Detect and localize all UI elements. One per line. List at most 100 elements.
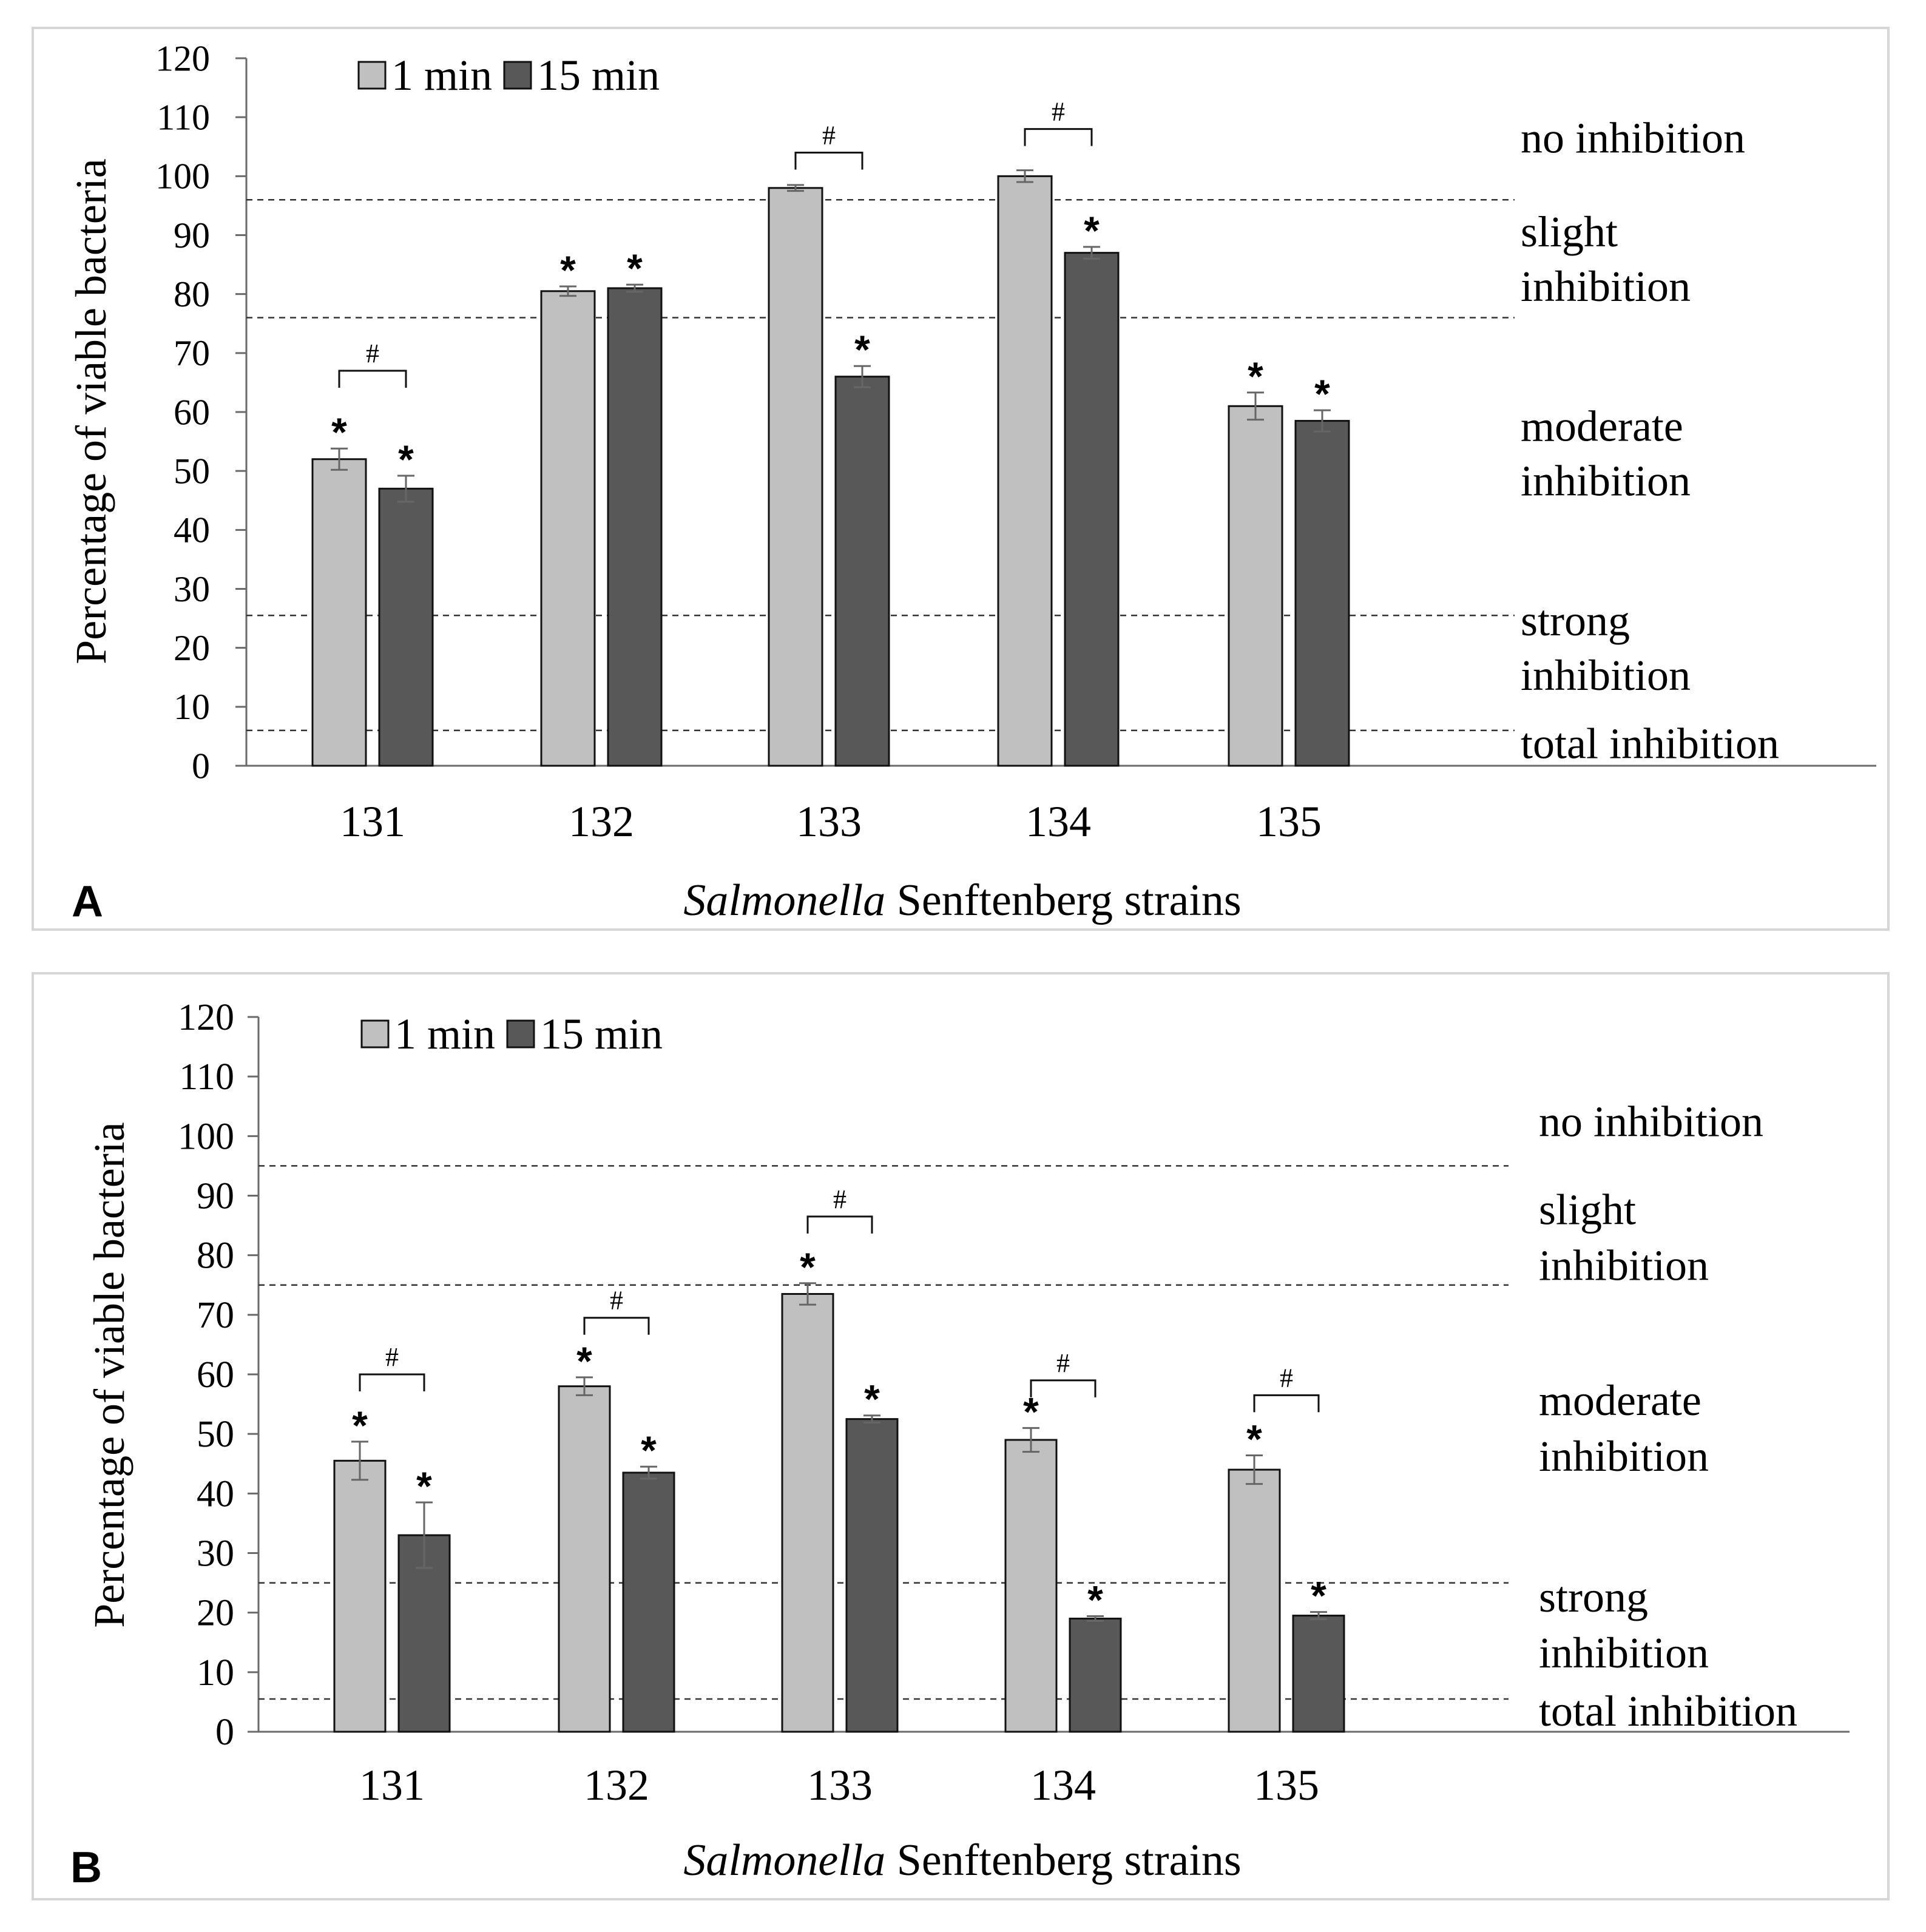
bracket-hash-label: #	[1052, 97, 1065, 127]
bar-15min-135	[1292, 1615, 1345, 1733]
zone-label: inhibition	[1539, 1432, 1709, 1481]
significance-star: *	[416, 1464, 432, 1508]
y-tick-label: 30	[197, 1533, 234, 1575]
x-tick-label: 135	[1254, 1761, 1319, 1809]
zone-label: no inhibition	[1521, 114, 1745, 163]
x-tick-label: 132	[569, 797, 634, 846]
zone-label: inhibition	[1521, 651, 1691, 700]
panel-label: B	[70, 1843, 102, 1892]
y-axis-label: Percentage of viable bacteria	[85, 1122, 133, 1628]
y-tick-label: 20	[174, 628, 210, 668]
significance-bracket	[1024, 128, 1093, 146]
zone-label: total inhibition	[1521, 720, 1779, 768]
x-tick-label: 135	[1256, 797, 1322, 846]
bar-15min-135	[1294, 420, 1350, 767]
bar-1min-135	[1228, 1468, 1281, 1733]
chart-b-svg: 0 10 20 30 40 50 60 70 80 90 100 110 120 Percentage o…	[70, 997, 1850, 1892]
x-axis-label-rest: Senftenberg strains	[885, 876, 1241, 925]
x-tick-label: 134	[1026, 797, 1091, 846]
significance-bracket	[583, 1317, 650, 1335]
bracket-hash-label: #	[366, 339, 379, 368]
y-tick-label: 40	[174, 510, 210, 550]
significance-bracket	[806, 1215, 873, 1234]
significance-bracket	[1253, 1394, 1320, 1413]
significance-star: *	[398, 437, 414, 482]
y-tick-label: 80	[174, 274, 210, 314]
significance-star: *	[641, 1428, 657, 1473]
bracket-hash-label: #	[1280, 1363, 1293, 1393]
y-tick-label: 40	[197, 1473, 234, 1515]
x-axis-label: Salmonella Senftenberg strains	[683, 1836, 1241, 1885]
x-axis-label: Salmonella Senftenberg strains	[683, 876, 1241, 925]
bracket-hash-label: #	[822, 120, 836, 150]
significance-star: *	[331, 410, 347, 454]
significance-star: *	[1087, 1578, 1103, 1623]
y-tick-label: 10	[174, 687, 210, 727]
bar-1min-132	[558, 1385, 611, 1733]
y-tick-label: 50	[197, 1414, 234, 1455]
zone-label: inhibition	[1539, 1629, 1709, 1677]
bar-1min-134	[1004, 1439, 1058, 1733]
x-tick-label: 133	[796, 797, 862, 846]
y-tick-label: 20	[197, 1593, 234, 1634]
chart-panel-a: 0 10 20 30 40 50 60 70 80 90 100 110 120 Percentage o…	[32, 27, 1890, 931]
bar-1min-132	[540, 290, 596, 767]
bar-15min-134	[1069, 1617, 1122, 1733]
x-tick-label: 131	[359, 1761, 425, 1809]
x-tick-label: 132	[584, 1761, 649, 1809]
significance-star: *	[576, 1339, 592, 1383]
significance-star: *	[627, 246, 643, 291]
y-tick-label: 0	[192, 746, 210, 786]
panel-label: A	[72, 877, 103, 926]
zone-label: moderate	[1521, 402, 1683, 450]
zone-label: moderate	[1539, 1376, 1701, 1425]
x-axis-label-italic: Salmonella	[683, 876, 885, 925]
zone-label: slight	[1521, 208, 1618, 256]
significance-star: *	[1248, 354, 1263, 399]
zone-label: slight	[1539, 1186, 1636, 1234]
bar-15min-134	[1064, 252, 1120, 767]
y-tick-label: 70	[174, 333, 210, 373]
legend-swatch-15min	[503, 61, 532, 90]
zone-label: inhibition	[1521, 456, 1691, 505]
y-tick-label: 30	[174, 569, 210, 609]
x-tick-label: 133	[807, 1761, 873, 1809]
significance-star: *	[1314, 371, 1330, 416]
zone-label: inhibition	[1521, 262, 1691, 311]
y-tick-label: 120	[178, 997, 234, 1038]
bar-15min-133	[834, 376, 890, 767]
bracket-hash-label: #	[833, 1184, 846, 1214]
significance-star: *	[1311, 1573, 1326, 1618]
bar-1min-131	[333, 1459, 387, 1733]
y-tick-label: 60	[197, 1354, 234, 1396]
legend-label: 15 min	[540, 1010, 663, 1058]
x-axis-label-italic: Salmonella	[683, 1836, 885, 1885]
legend-swatch-1min	[357, 61, 387, 90]
significance-star: *	[864, 1377, 880, 1422]
y-tick-label: 50	[174, 451, 210, 491]
significance-star: *	[800, 1245, 816, 1289]
y-tick-label: 110	[179, 1056, 234, 1098]
y-tick-label: 90	[174, 215, 210, 255]
y-tick-label: 80	[197, 1235, 234, 1277]
y-tick-label: 0	[215, 1712, 234, 1753]
bar-15min-131	[378, 487, 434, 767]
y-tick-label: 100	[155, 157, 210, 197]
x-tick-label: 131	[340, 797, 405, 846]
legend-label: 1 min	[391, 51, 492, 100]
bar-1min-133	[768, 187, 823, 767]
significance-star: *	[560, 248, 576, 292]
y-tick-label: 110	[157, 98, 210, 138]
y-axis-label: Percentage of viable bacteria	[67, 158, 115, 664]
legend-swatch-15min	[506, 1019, 535, 1049]
significance-star: *	[1084, 208, 1100, 253]
chart-a-svg: 0 10 20 30 40 50 60 70 80 90 100 110 120 Percentage o…	[67, 38, 1876, 926]
y-tick-label: 90	[197, 1176, 234, 1217]
significance-bracket	[1030, 1379, 1096, 1397]
bracket-hash-label: #	[1056, 1348, 1070, 1378]
bar-15min-132	[607, 287, 663, 767]
bar-1min-134	[997, 175, 1053, 767]
bar-15min-133	[845, 1418, 899, 1733]
significance-star: *	[854, 327, 870, 372]
legend-label: 1 min	[394, 1010, 495, 1058]
